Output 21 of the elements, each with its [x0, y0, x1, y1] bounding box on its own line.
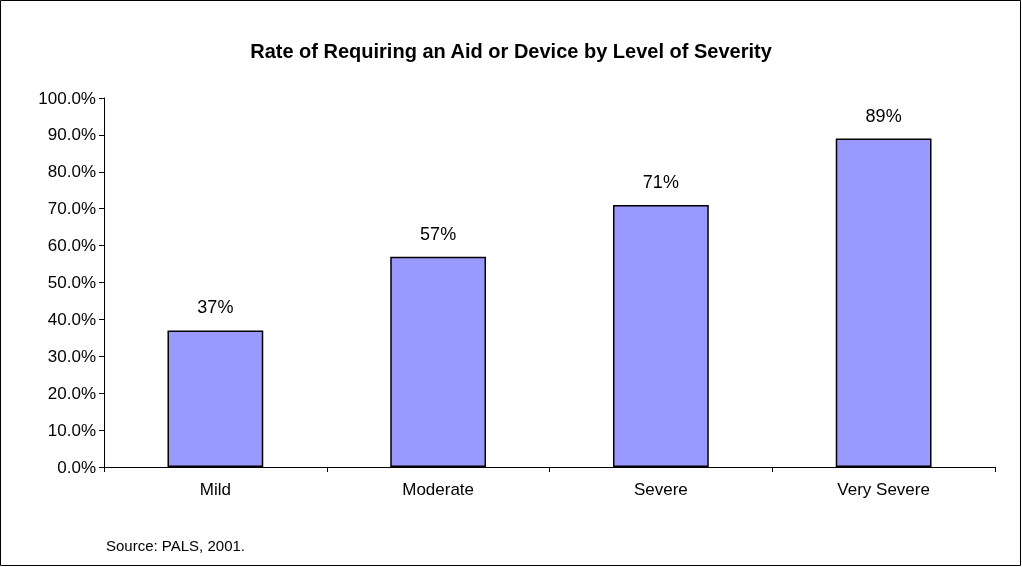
y-tick-label: 10.0%: [47, 420, 96, 440]
y-tick-label: 100.0%: [38, 88, 96, 108]
x-tick-label: Mild: [199, 480, 231, 499]
y-tick-label: 70.0%: [47, 199, 96, 219]
source-note: Source: PALS, 2001.: [106, 537, 245, 554]
y-tick-label: 80.0%: [47, 162, 96, 182]
y-tick-label: 30.0%: [47, 346, 96, 366]
y-tick-label: 50.0%: [47, 273, 96, 292]
y-tick-label: 90.0%: [47, 125, 96, 145]
x-tick-label: Moderate: [402, 480, 475, 499]
data-label: 89%: [865, 105, 902, 126]
y-tick-label: 60.0%: [47, 236, 96, 256]
data-label: 37%: [197, 297, 234, 318]
y-tick-label: 20.0%: [47, 383, 96, 403]
y-tick-label: 40.0%: [47, 309, 96, 329]
x-tick-label: Very Severe: [837, 480, 930, 499]
x-tick-label: Severe: [633, 480, 688, 499]
data-label: 71%: [642, 172, 679, 193]
data-label: 57%: [420, 223, 457, 244]
y-tick-label: 0.0%: [57, 457, 96, 477]
chart-title: Rate of Requiring an Aid or Device by Level of Severity: [250, 40, 773, 62]
